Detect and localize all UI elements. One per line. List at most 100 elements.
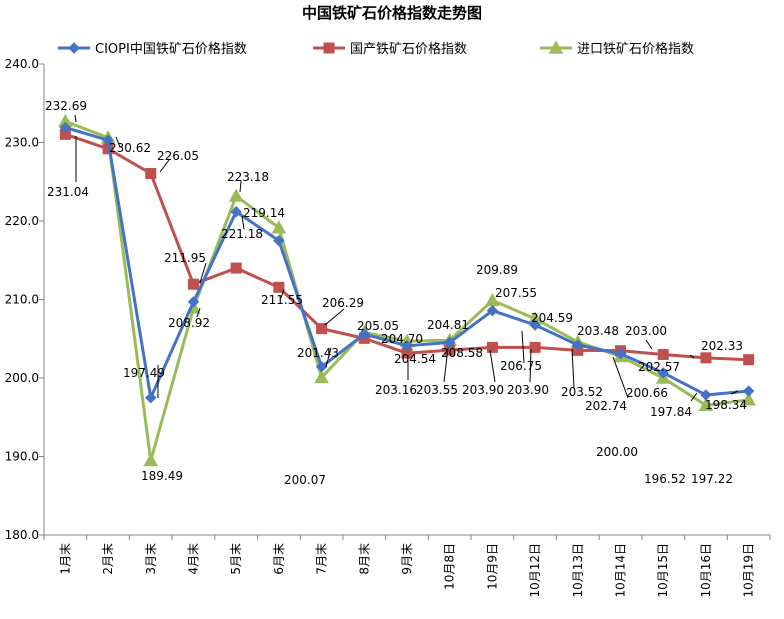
x-tick-label: 5月末 <box>229 543 243 575</box>
data-label: 189.49 <box>141 469 183 483</box>
data-point <box>657 367 669 379</box>
legend-item: CIOPI中国铁矿石价格指数 <box>58 41 247 57</box>
chart-title: 中国铁矿石价格指数走势图 <box>302 4 482 22</box>
legend-marker <box>548 40 564 54</box>
leader-line <box>74 114 77 123</box>
x-tick-label: 10月16日 <box>699 543 713 598</box>
y-tick-label: 200.0 <box>5 371 39 385</box>
data-point <box>529 319 541 331</box>
data-label: 203.16 <box>375 383 417 397</box>
data-label: 209.89 <box>476 263 518 277</box>
x-axis: 1月末 2月末 3月末 4月末 5月末 6月末 7月末 8月末 9月末 10月8日 10月9日 10月… <box>43 534 771 598</box>
data-label: 203.48 <box>577 324 619 338</box>
x-tick-label: 4月末 <box>186 543 200 575</box>
data-point <box>102 134 114 146</box>
data-point <box>742 385 755 397</box>
data-labels: 232.69 230.62 231.04 226.05 223.18 219.14 221.… <box>45 99 747 487</box>
data-label: 204.54 <box>394 352 436 366</box>
leader-lines <box>74 114 739 402</box>
series-lines <box>58 113 756 467</box>
data-point <box>486 341 498 353</box>
data-label: 204.81 <box>427 318 469 332</box>
data-label: 200.00 <box>596 445 638 459</box>
data-point <box>614 347 627 360</box>
legend: CIOPI中国铁矿石价格指数 国产铁矿石价格指数 进口铁矿石价格指数 <box>58 40 694 57</box>
leader-line <box>241 215 245 230</box>
y-tick-label: 230.0 <box>5 136 39 150</box>
data-point <box>187 278 199 290</box>
data-point <box>358 328 371 340</box>
y-tick-label: 190.0 <box>5 450 39 464</box>
data-label: 211.55 <box>261 293 303 307</box>
data-label: 230.62 <box>109 141 151 155</box>
data-point <box>315 361 328 373</box>
x-tick-label: 10月14日 <box>614 543 628 598</box>
legend-marker <box>323 42 335 54</box>
data-label: 200.66 <box>626 386 668 400</box>
data-label: 207.55 <box>495 286 537 300</box>
data-point <box>529 341 541 353</box>
data-label: 197.84 <box>650 405 692 419</box>
data-label: 202.33 <box>701 339 743 353</box>
data-point <box>228 188 244 202</box>
data-label: 203.90 <box>462 383 504 397</box>
data-label: 197.49 <box>123 366 165 380</box>
legend-item: 进口铁矿石价格指数 <box>540 40 694 57</box>
leader-line <box>325 347 332 368</box>
x-tick-label: 9月末 <box>400 543 414 575</box>
x-tick-label: 10月8日 <box>443 543 457 590</box>
data-label: 206.29 <box>322 296 364 310</box>
data-label: 198.34 <box>705 398 747 412</box>
data-label: 200.07 <box>284 473 326 487</box>
data-label: 206.75 <box>500 359 542 373</box>
leader-line <box>521 330 525 364</box>
x-tick-label: 10月13日 <box>571 543 585 598</box>
data-label: 201.43 <box>297 346 339 360</box>
data-point <box>273 234 285 247</box>
data-label: 202.57 <box>638 360 680 374</box>
x-tick-label: 10月19日 <box>742 543 756 598</box>
x-tick-label: 7月末 <box>315 543 329 575</box>
leader-line <box>199 262 207 284</box>
legend-label: CIOPI中国铁矿石价格指数 <box>95 41 247 57</box>
x-tick-label: 1月末 <box>58 543 72 575</box>
legend-label: 进口铁矿石价格指数 <box>577 41 694 57</box>
data-point <box>572 339 584 351</box>
data-point <box>271 220 287 234</box>
leader-line <box>689 354 695 359</box>
leader-line <box>529 348 532 383</box>
y-tick-label: 240.0 <box>5 57 39 71</box>
data-point <box>700 352 712 364</box>
data-point <box>145 168 157 180</box>
data-label: 203.90 <box>507 383 549 397</box>
data-point <box>143 452 159 467</box>
data-point <box>230 206 242 218</box>
data-label: 219.14 <box>243 206 285 220</box>
data-label: 204.70 <box>381 332 423 346</box>
x-tick-label: 10月15日 <box>656 543 670 598</box>
data-point <box>657 348 669 360</box>
data-label: 204.59 <box>531 311 573 325</box>
data-point <box>743 354 755 366</box>
series-line <box>64 119 749 463</box>
data-label: 208.92 <box>168 316 210 330</box>
data-point <box>401 340 413 352</box>
leader-line <box>196 307 201 318</box>
data-label: 197.22 <box>691 472 733 486</box>
x-tick-label: 2月末 <box>101 543 115 575</box>
data-point <box>741 392 756 406</box>
series-0 <box>59 121 755 404</box>
x-tick-label: 8月末 <box>357 543 371 575</box>
data-label: 223.18 <box>227 170 269 184</box>
legend-label: 国产铁矿石价格指数 <box>350 41 467 57</box>
data-point <box>700 389 712 401</box>
data-point <box>698 397 714 412</box>
x-tick-label: 10月9日 <box>485 543 499 590</box>
data-label: 232.69 <box>45 99 87 113</box>
data-label: 221.18 <box>221 227 263 241</box>
data-label: 231.04 <box>47 185 89 199</box>
data-label: 211.95 <box>164 251 206 265</box>
leader-line <box>690 392 698 402</box>
leader-line <box>280 288 285 299</box>
